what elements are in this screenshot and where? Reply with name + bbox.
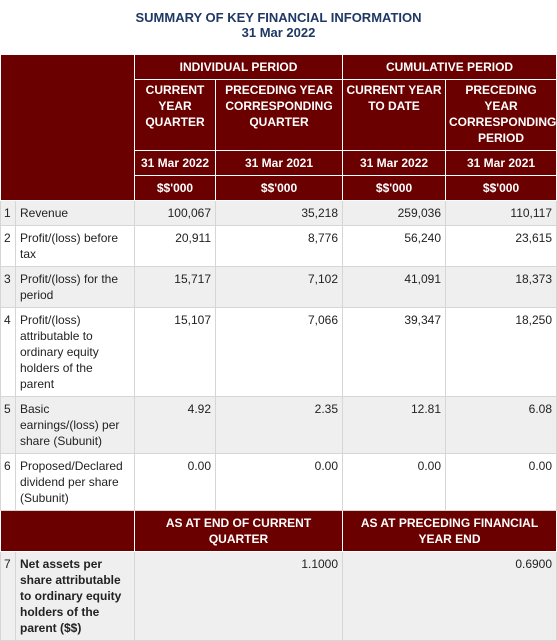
balance-header-current: AS AT END OF CURRENT QUARTER bbox=[133, 510, 344, 552]
row-number: 2 bbox=[0, 225, 16, 267]
col-header-current-year-to-date: CURRENT YEAR TO DATE bbox=[342, 79, 447, 151]
cell-value: 23,615 bbox=[445, 225, 557, 267]
cell-value: 0.00 bbox=[445, 453, 557, 511]
cell-value: 0.00 bbox=[214, 453, 344, 511]
cell-value: 15,717 bbox=[134, 266, 216, 308]
row-number: 3 bbox=[0, 266, 16, 308]
col-unit: $$'000 bbox=[445, 175, 557, 201]
cell-value: 8,776 bbox=[214, 225, 344, 267]
cell-value: 35,218 bbox=[214, 200, 344, 226]
table-row: 7 Net assets per share attributable to o… bbox=[0, 551, 557, 641]
financial-summary-table: INDIVIDUAL PERIOD CUMULATIVE PERIOD CURR… bbox=[0, 54, 557, 641]
col-unit: $$'000 bbox=[214, 175, 344, 201]
page-date: 31 Mar 2022 bbox=[241, 25, 316, 40]
row-label: Revenue bbox=[15, 200, 135, 226]
col-header-current-year-quarter: CURRENT YEAR QUARTER bbox=[134, 79, 216, 151]
row-number: 6 bbox=[0, 453, 16, 511]
col-date: 31 Mar 2021 bbox=[214, 150, 344, 176]
cell-value: 39,347 bbox=[342, 307, 447, 397]
row-number: 5 bbox=[0, 396, 16, 454]
cell-value: 7,066 bbox=[214, 307, 344, 397]
row-number: 7 bbox=[0, 551, 16, 641]
cell-value: 41,091 bbox=[342, 266, 447, 308]
table-row: 5 Basic earnings/(loss) per share (Subun… bbox=[0, 396, 557, 454]
table-row: 1 Revenue 100,067 35,218 259,036 110,117 bbox=[0, 200, 557, 226]
cell-value: 0.00 bbox=[342, 453, 447, 511]
cell-value: 100,067 bbox=[134, 200, 216, 226]
row-label: Basic earnings/(loss) per share (Subunit… bbox=[15, 396, 135, 454]
cell-value: 1.1000 bbox=[133, 551, 344, 641]
row-label: Proposed/Declared dividend per share (Su… bbox=[15, 453, 135, 511]
row-label: Profit/(loss) before tax bbox=[15, 225, 135, 267]
col-date: 31 Mar 2021 bbox=[445, 150, 557, 176]
cell-value: 259,036 bbox=[342, 200, 447, 226]
row-label: Profit/(loss) for the period bbox=[15, 266, 135, 308]
cell-value: 56,240 bbox=[342, 225, 447, 267]
group-cumulative-period: CUMULATIVE PERIOD bbox=[342, 54, 557, 80]
balance-header-preceding: AS AT PRECEDING FINANCIAL YEAR END bbox=[342, 510, 557, 552]
col-date: 31 Mar 2022 bbox=[134, 150, 216, 176]
page-title: SUMMARY OF KEY FINANCIAL INFORMATION bbox=[135, 10, 422, 25]
row-number: 4 bbox=[0, 307, 16, 397]
col-header-preceding-year-period: PRECEDING YEAR CORRESPONDING PERIOD bbox=[445, 79, 557, 151]
row-label: Profit/(loss) attributable to ordinary e… bbox=[15, 307, 135, 397]
cell-value: 0.6900 bbox=[342, 551, 557, 641]
col-unit: $$'000 bbox=[134, 175, 216, 201]
cell-value: 7,102 bbox=[214, 266, 344, 308]
cell-value: 18,250 bbox=[445, 307, 557, 397]
header-corner bbox=[0, 54, 135, 201]
row-label: Net assets per share attributable to ord… bbox=[15, 551, 135, 641]
cell-value: 15,107 bbox=[134, 307, 216, 397]
table-row: 4 Profit/(loss) attributable to ordinary… bbox=[0, 307, 557, 397]
table-row: 3 Profit/(loss) for the period 15,717 7,… bbox=[0, 266, 557, 308]
group-individual-period: INDIVIDUAL PERIOD bbox=[133, 54, 344, 80]
cell-value: 110,117 bbox=[445, 200, 557, 226]
col-unit: $$'000 bbox=[342, 175, 447, 201]
cell-value: 6.08 bbox=[445, 396, 557, 454]
cell-value: 0.00 bbox=[134, 453, 216, 511]
table-row: 6 Proposed/Declared dividend per share (… bbox=[0, 453, 557, 511]
row-number: 1 bbox=[0, 200, 16, 226]
col-date: 31 Mar 2022 bbox=[342, 150, 447, 176]
col-header-preceding-year-quarter: PRECEDING YEAR CORRESPONDING QUARTER bbox=[214, 79, 344, 151]
cell-value: 12.81 bbox=[342, 396, 447, 454]
table-row: 2 Profit/(loss) before tax 20,911 8,776 … bbox=[0, 225, 557, 267]
cell-value: 18,373 bbox=[445, 266, 557, 308]
cell-value: 4.92 bbox=[134, 396, 216, 454]
cell-value: 2.35 bbox=[214, 396, 344, 454]
balance-header-corner bbox=[0, 510, 135, 552]
cell-value: 20,911 bbox=[134, 225, 216, 267]
